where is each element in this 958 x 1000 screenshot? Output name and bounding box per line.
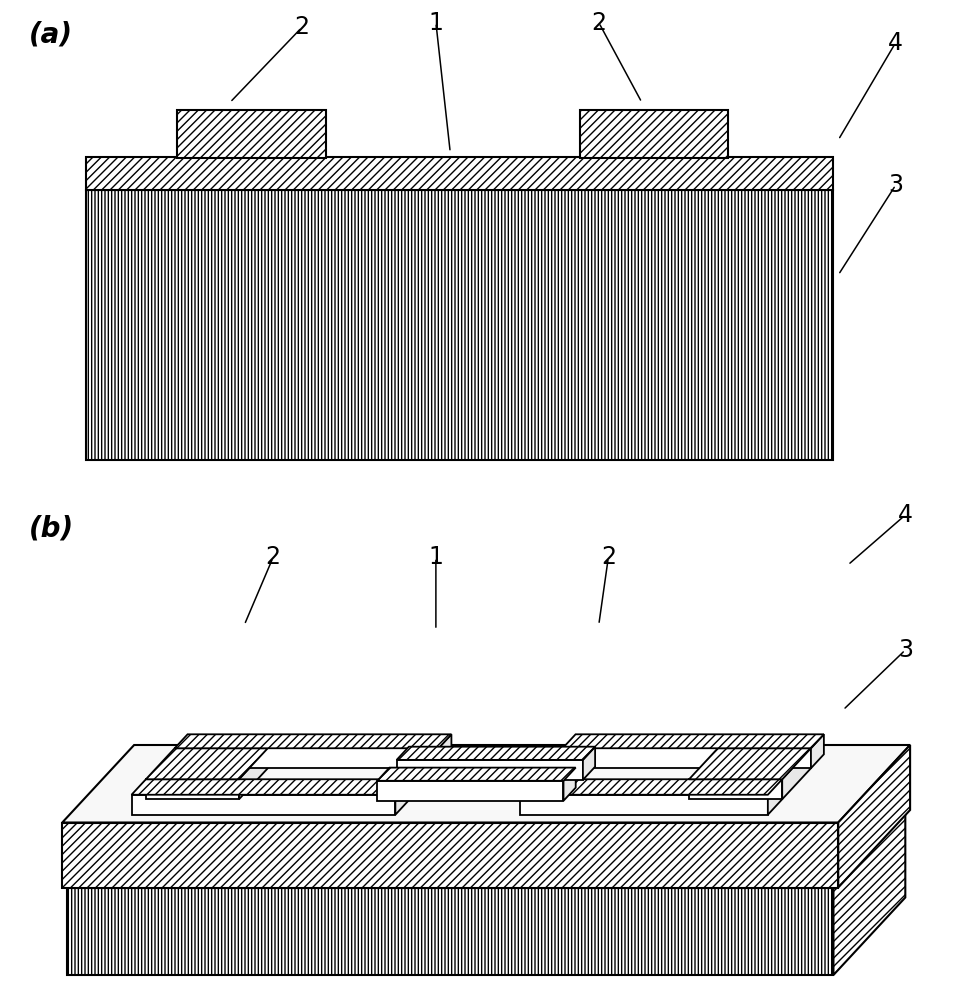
Polygon shape — [838, 745, 910, 888]
Text: 3: 3 — [888, 173, 903, 197]
Text: 2: 2 — [591, 10, 606, 34]
Text: (b): (b) — [29, 515, 74, 543]
Polygon shape — [67, 810, 905, 888]
Text: 4: 4 — [888, 30, 903, 54]
Bar — [580, 110, 728, 157]
Polygon shape — [689, 779, 782, 799]
Polygon shape — [519, 779, 782, 795]
Polygon shape — [562, 748, 810, 768]
Polygon shape — [397, 760, 582, 780]
Polygon shape — [519, 795, 767, 815]
Polygon shape — [439, 734, 451, 768]
Polygon shape — [67, 888, 833, 975]
Polygon shape — [810, 734, 824, 768]
Polygon shape — [377, 781, 563, 801]
Polygon shape — [782, 748, 810, 799]
Polygon shape — [146, 779, 240, 799]
Bar — [86, 190, 833, 460]
Polygon shape — [562, 734, 824, 748]
Text: 1: 1 — [428, 10, 444, 34]
Polygon shape — [174, 734, 451, 748]
Polygon shape — [833, 810, 905, 975]
Polygon shape — [240, 748, 267, 799]
Text: 4: 4 — [898, 503, 913, 527]
Polygon shape — [174, 748, 439, 768]
Polygon shape — [582, 747, 595, 780]
Text: 3: 3 — [898, 638, 913, 662]
Text: 2: 2 — [294, 15, 309, 39]
Text: 1: 1 — [428, 546, 444, 570]
Polygon shape — [62, 745, 910, 822]
Polygon shape — [689, 748, 810, 779]
Polygon shape — [377, 768, 576, 781]
Polygon shape — [563, 768, 576, 801]
Polygon shape — [396, 779, 410, 815]
Polygon shape — [767, 779, 782, 815]
Text: (a): (a) — [29, 20, 73, 48]
Polygon shape — [131, 779, 410, 795]
Text: 2: 2 — [265, 546, 281, 570]
Bar — [177, 110, 326, 157]
Polygon shape — [397, 747, 595, 760]
Polygon shape — [131, 795, 396, 815]
Text: 2: 2 — [601, 546, 616, 570]
Polygon shape — [62, 822, 838, 888]
Bar — [86, 157, 833, 190]
Polygon shape — [146, 748, 267, 779]
